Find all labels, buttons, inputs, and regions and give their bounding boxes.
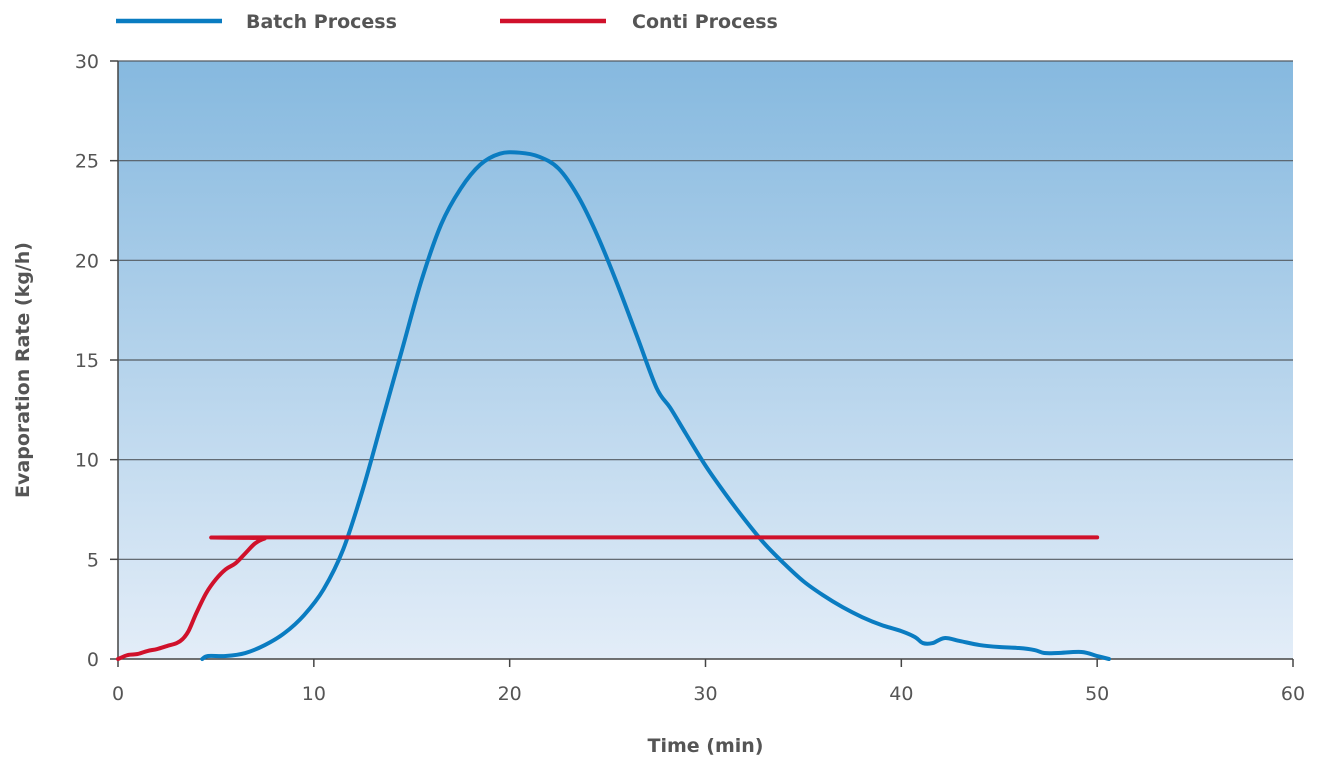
x-tick-label-10: 10 [302, 683, 326, 705]
x-axis-title: Time (min) [648, 735, 764, 757]
x-tick-label-20: 20 [498, 683, 522, 705]
y-tick-label-25: 25 [75, 151, 99, 173]
x-tick-label-0: 0 [112, 683, 124, 705]
axes: 0 10 20 30 40 50 60 0 5 10 15 20 25 30 [75, 51, 1305, 705]
series-line-batch-process [200, 150, 1111, 661]
x-tick-label-30: 30 [693, 683, 717, 705]
y-tick-label-20: 20 [75, 250, 99, 272]
series-lines [116, 150, 1111, 661]
y-tick-label-0: 0 [87, 649, 99, 671]
legend-label-batch-process: Batch Process [246, 11, 397, 33]
y-tick-label-10: 10 [75, 450, 99, 472]
y-tick-label-5: 5 [87, 549, 99, 571]
y-tick-label-15: 15 [75, 350, 99, 372]
y-axis-title: Evaporation Rate (kg/h) [12, 242, 34, 498]
y-tick-label-30: 30 [75, 51, 99, 73]
x-tick-label-50: 50 [1085, 683, 1109, 705]
legend-label-conti-process: Conti Process [632, 11, 778, 33]
series-line-conti-process [116, 535, 1100, 661]
legend: Batch Process Conti Process [116, 11, 778, 33]
x-tick-label-60: 60 [1281, 683, 1305, 705]
x-tick-label-40: 40 [889, 683, 913, 705]
gridlines [118, 60, 1293, 560]
